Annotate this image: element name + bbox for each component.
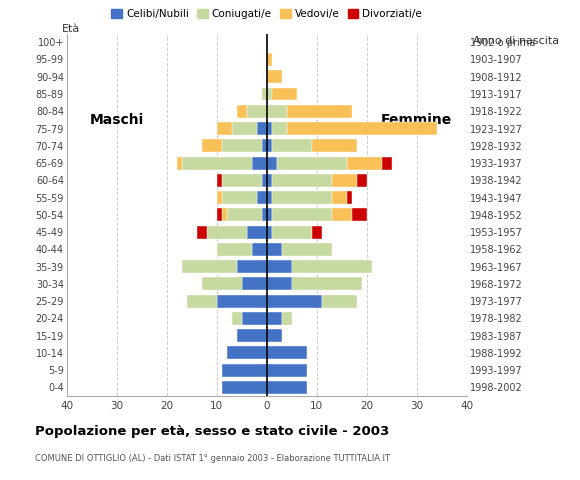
Bar [182,260,237,273]
Bar [232,122,257,135]
Bar [217,243,252,256]
Bar [222,208,227,221]
Bar [382,156,392,169]
Text: Età: Età [61,24,80,34]
Bar [217,208,222,221]
Bar [347,156,382,169]
Bar [357,174,367,187]
Bar [222,364,267,377]
Bar [272,208,332,221]
Bar [312,226,322,239]
Bar [282,243,332,256]
Bar [267,139,272,152]
Bar [237,105,247,118]
Bar [237,260,267,273]
Bar [282,312,292,325]
Bar [217,174,222,187]
Bar [252,243,267,256]
Bar [267,381,307,394]
Text: COMUNE DI OTTIGLIO (AL) - Dati ISTAT 1° gennaio 2003 - Elaborazione TUTTITALIA.I: COMUNE DI OTTIGLIO (AL) - Dati ISTAT 1° … [35,454,390,463]
Bar [272,174,332,187]
Bar [332,191,347,204]
Bar [267,208,272,221]
Bar [232,312,242,325]
Bar [202,277,242,290]
Bar [222,191,257,204]
Bar [292,260,372,273]
Bar [272,139,312,152]
Bar [267,347,307,360]
Bar [217,295,267,308]
Bar [332,208,352,221]
Bar [267,243,282,256]
Bar [177,156,182,169]
Bar [267,329,282,342]
Bar [227,208,262,221]
Bar [267,70,282,83]
Bar [267,260,292,273]
Bar [352,208,367,221]
Bar [272,87,297,100]
Bar [267,312,282,325]
Bar [217,122,232,135]
Bar [267,122,272,135]
Bar [217,191,222,204]
Bar [267,87,272,100]
Bar [267,364,307,377]
Bar [227,347,267,360]
Bar [312,139,357,152]
Bar [277,156,347,169]
Bar [267,53,272,66]
Bar [267,105,287,118]
Text: Anno di nascita: Anno di nascita [473,36,559,46]
Bar [262,174,267,187]
Bar [287,122,437,135]
Bar [267,277,292,290]
Bar [187,295,217,308]
Bar [272,226,312,239]
Bar [262,208,267,221]
Bar [247,226,267,239]
Bar [262,87,267,100]
Bar [252,156,267,169]
Bar [222,139,262,152]
Bar [292,277,362,290]
Bar [207,226,247,239]
Bar [262,139,267,152]
Bar [202,139,222,152]
Bar [222,381,267,394]
Text: Maschi: Maschi [89,113,144,127]
Legend: Celibi/Nubili, Coniugati/e, Vedovi/e, Divorziati/e: Celibi/Nubili, Coniugati/e, Vedovi/e, Di… [107,5,426,24]
Bar [287,105,352,118]
Bar [267,226,272,239]
Text: Femmine: Femmine [381,113,452,127]
Bar [247,105,267,118]
Bar [257,122,267,135]
Bar [197,226,207,239]
Bar [222,174,262,187]
Bar [182,156,252,169]
Bar [332,174,357,187]
Bar [267,174,272,187]
Bar [242,277,267,290]
Bar [267,156,277,169]
Bar [267,295,322,308]
Bar [322,295,357,308]
Text: Popolazione per età, sesso e stato civile - 2003: Popolazione per età, sesso e stato civil… [35,425,389,438]
Bar [347,191,352,204]
Bar [257,191,267,204]
Bar [237,329,267,342]
Bar [242,312,267,325]
Bar [272,122,287,135]
Bar [267,191,272,204]
Bar [272,191,332,204]
